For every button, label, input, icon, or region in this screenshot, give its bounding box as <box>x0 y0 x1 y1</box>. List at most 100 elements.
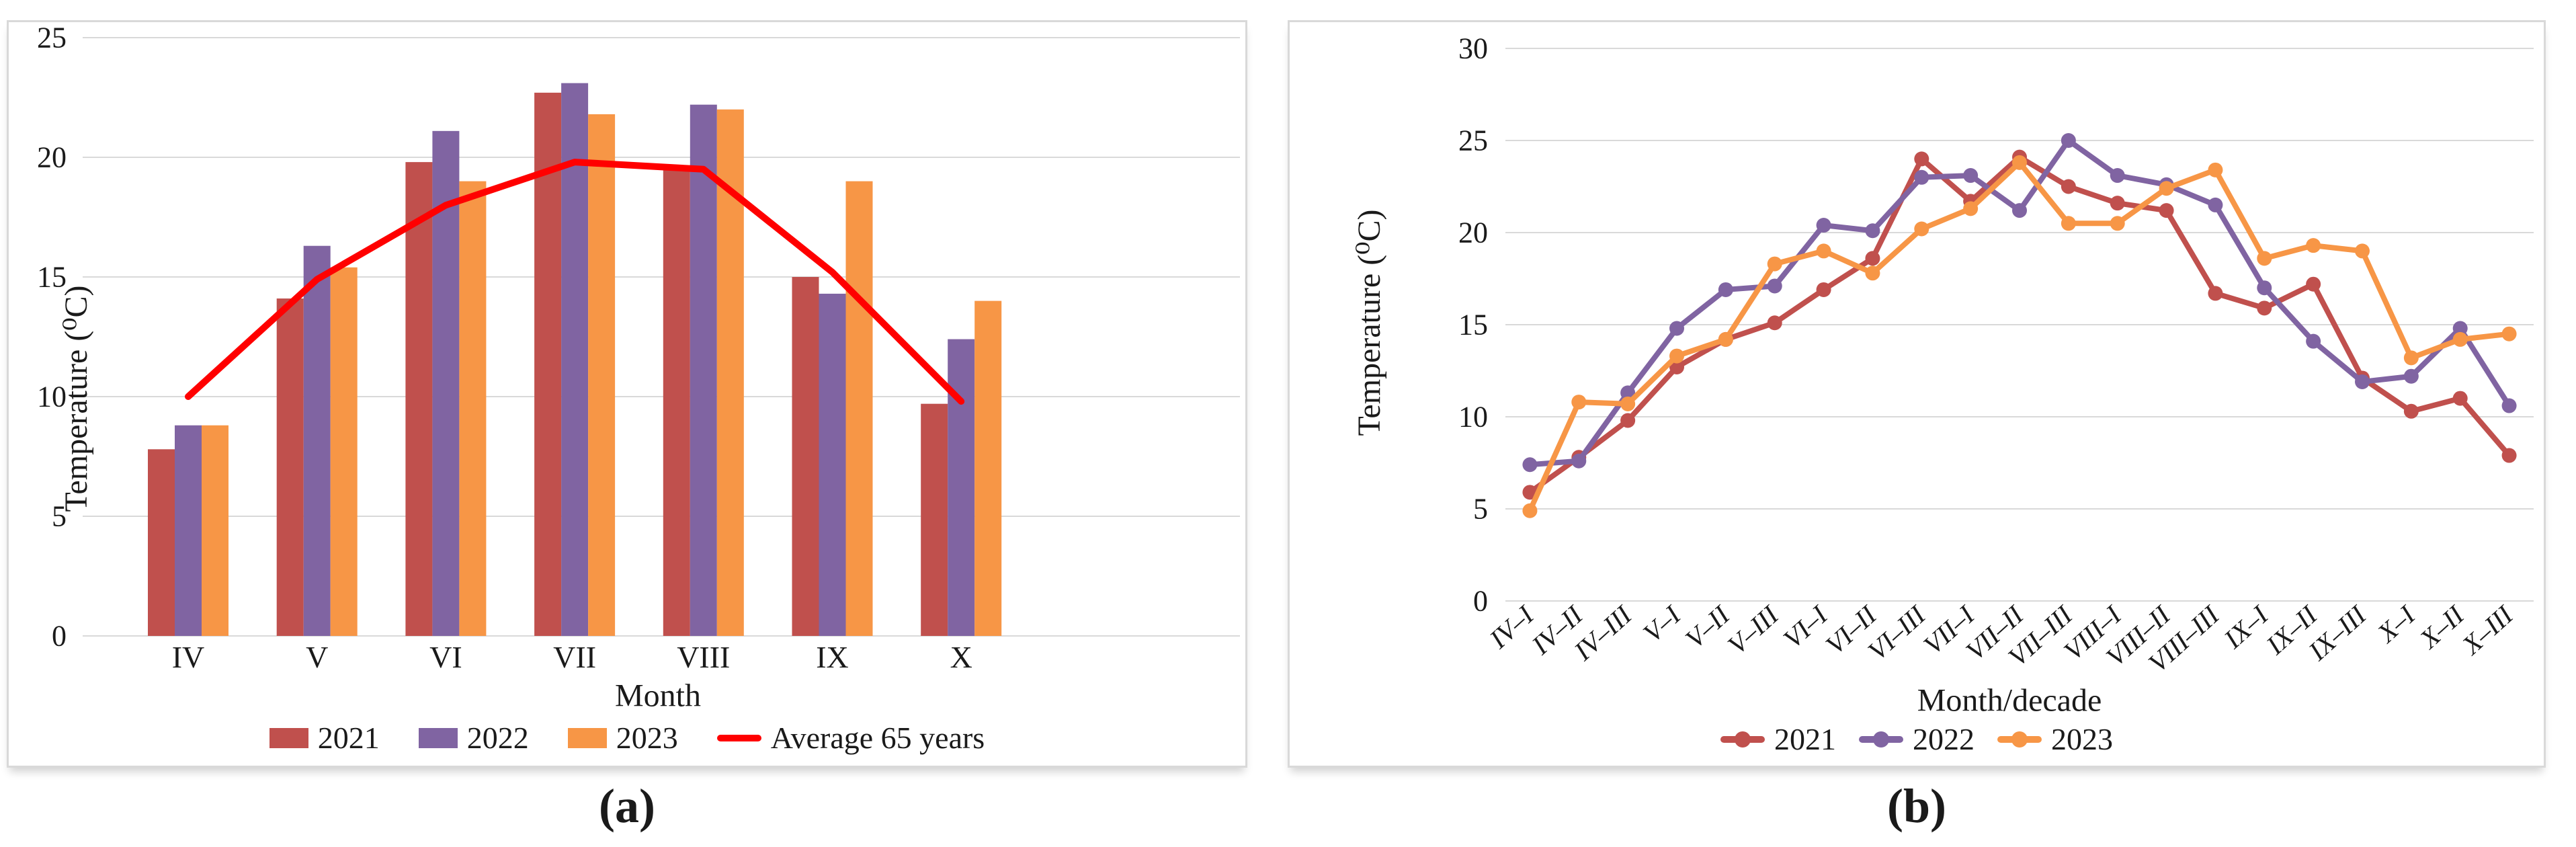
y-tick-label: 20 <box>1458 216 1488 249</box>
data-point-2021 <box>2208 286 2223 301</box>
data-point-2023 <box>1718 331 1733 347</box>
bar-2022 <box>948 339 975 636</box>
bar-2023 <box>845 181 873 637</box>
panel-chart-a: 0 5 10 15 20 25 IV V VI VII VIII IX X Temperature (⁰… <box>7 20 1247 768</box>
data-point-2022 <box>2208 197 2223 212</box>
bar-2021 <box>921 403 948 636</box>
data-point-2023 <box>2403 350 2419 366</box>
data-point-2023 <box>2208 162 2223 177</box>
legend-label: 2023 <box>2051 722 2113 756</box>
x-tick-label: VIII <box>677 640 730 674</box>
data-point-2022 <box>2012 203 2027 218</box>
x-tick-label: IV <box>172 640 205 674</box>
data-point-2022 <box>2110 168 2125 184</box>
data-point-2022 <box>2452 321 2468 336</box>
data-point-2022 <box>2403 368 2419 384</box>
x-tick-label: VI–I <box>1778 599 1834 654</box>
y-tick-label: 15 <box>37 261 67 294</box>
legend-item-2021: 2021 <box>269 720 380 756</box>
data-point-2022 <box>2306 333 2321 349</box>
chart-b-x-axis-title: Month/decade <box>1917 682 2102 719</box>
x-tick-label: IV–III <box>1568 599 1638 667</box>
bar-2023 <box>202 425 228 636</box>
data-point-2022 <box>1865 223 1880 239</box>
legend-item-2023: 2023 <box>1997 721 2113 757</box>
x-tick-label: V <box>306 640 328 674</box>
data-point-2023 <box>1963 201 1979 216</box>
bar-2022 <box>561 83 589 636</box>
bar-2021 <box>405 162 433 636</box>
data-point-2023 <box>1620 396 1636 411</box>
data-point-2023 <box>2501 326 2517 341</box>
data-point-2022 <box>1816 218 1831 233</box>
bar-2023 <box>588 114 616 637</box>
legend-label: Average 65 years <box>770 721 985 755</box>
data-point-2023 <box>1522 503 1538 518</box>
bar-chart-svg: 0 5 10 15 20 25 IV V VI VII VIII IX X <box>37 22 1240 674</box>
bar-2022 <box>175 425 202 636</box>
data-point-2021 <box>1767 315 1782 331</box>
x-tick-label: X–III <box>2455 599 2520 661</box>
x-tick-label: V–I <box>1637 599 1687 648</box>
data-point-2022 <box>2257 280 2272 296</box>
data-point-2023 <box>2306 238 2321 253</box>
legend-item-2023: 2023 <box>567 720 678 756</box>
x-tick-label: IV–I <box>1483 599 1540 655</box>
chart-a-y-axis-title: Temperature (⁰C) <box>58 285 94 512</box>
data-point-2022 <box>1914 169 1929 185</box>
data-point-2023 <box>2061 216 2076 231</box>
y-tick-label: 10 <box>37 380 67 413</box>
y-tick-label: 15 <box>1458 309 1488 341</box>
x-tick-label: IX–III <box>2302 599 2373 667</box>
data-point-2023 <box>1571 395 1587 410</box>
data-point-2022 <box>1767 278 1782 294</box>
bar-2022 <box>690 104 717 636</box>
data-point-2023 <box>1816 243 1831 259</box>
data-point-2023 <box>1865 266 1880 281</box>
data-point-2021 <box>2257 300 2272 316</box>
data-point-2021 <box>2306 276 2321 292</box>
y-tick-label: 0 <box>52 620 67 653</box>
bar-2021 <box>663 169 690 637</box>
legend-label: 2022 <box>1913 722 1975 756</box>
data-point-2022 <box>1571 453 1587 469</box>
legend-line-swatch-average-65-years <box>716 734 761 741</box>
legend-label: 2023 <box>616 721 678 755</box>
data-point-2021 <box>2501 448 2517 463</box>
legend-label: 2022 <box>466 721 529 755</box>
data-point-2023 <box>2159 181 2174 196</box>
bar-2023 <box>330 267 358 636</box>
bar-2021 <box>148 449 175 636</box>
legend-label: 2021 <box>1774 722 1836 756</box>
chart-a-x-axis-title: Month <box>614 678 702 714</box>
x-tick-label: X–I <box>2370 599 2421 649</box>
x-tick-label: X–II <box>2413 599 2470 655</box>
data-point-2022 <box>1669 321 1684 336</box>
legend-line-marker-swatch-2022 <box>1859 735 1903 743</box>
x-tick-label: IX–I <box>2218 599 2275 655</box>
data-point-2023 <box>2012 155 2027 170</box>
data-point-2022 <box>1963 168 1979 184</box>
data-point-2022 <box>2061 133 2076 148</box>
chart-b-legend: 2021 2022 2023 <box>1290 721 2544 757</box>
panel-chart-b: 0 5 10 15 20 25 30 IV–I IV–II IV–III V–I V–II V–III V… <box>1288 20 2546 768</box>
legend-item-2021: 2021 <box>1720 721 1836 757</box>
data-point-2023 <box>1767 256 1782 272</box>
x-tick-label: VI <box>429 640 462 674</box>
data-point-2022 <box>2501 398 2517 413</box>
x-tick-label: X <box>950 640 972 674</box>
data-point-2022 <box>2355 374 2370 389</box>
legend-item-2022: 2022 <box>1859 721 1975 757</box>
chart-a-legend: 2021 2022 2023 Average 65 years <box>9 720 1245 756</box>
y-tick-label: 25 <box>1458 124 1488 157</box>
legend-swatch-2022 <box>418 727 458 748</box>
data-point-2021 <box>1865 251 1880 266</box>
legend-label: 2021 <box>317 721 380 755</box>
data-point-2021 <box>2159 203 2174 218</box>
data-point-2021 <box>1816 282 1831 297</box>
data-point-2023 <box>2110 216 2125 231</box>
bar-2021 <box>276 298 304 636</box>
y-tick-label: 5 <box>1473 493 1488 526</box>
data-point-2022 <box>1718 282 1733 297</box>
